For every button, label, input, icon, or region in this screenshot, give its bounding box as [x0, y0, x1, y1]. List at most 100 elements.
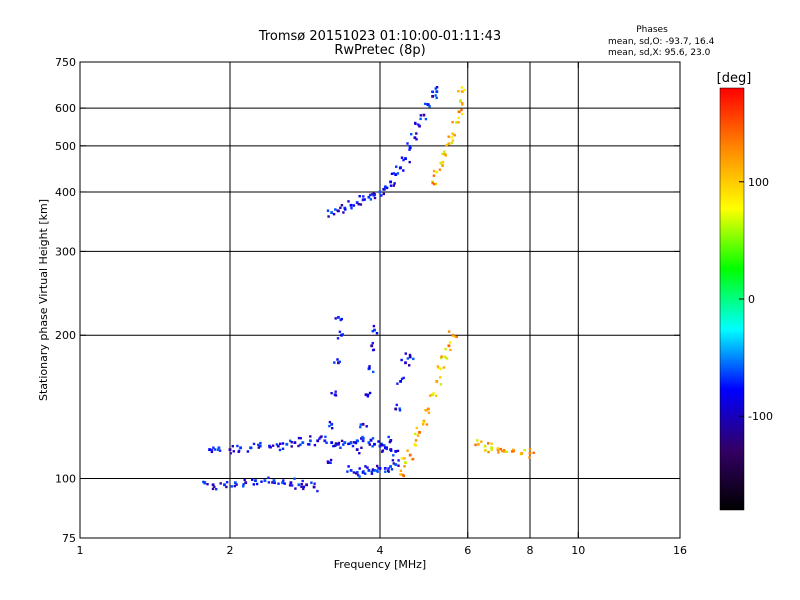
o-mode-point — [288, 484, 292, 487]
o-mode-point — [363, 198, 366, 201]
o-mode-point — [331, 427, 334, 430]
o-mode-point — [352, 471, 356, 474]
x-mode-point — [480, 440, 483, 443]
o-mode-point — [368, 443, 371, 446]
o-mode-point — [301, 479, 304, 483]
o-mode-point — [290, 484, 294, 487]
chart-subtitle: RwPretec (8p) — [334, 43, 425, 58]
o-mode-point — [215, 488, 218, 491]
o-mode-point — [310, 481, 313, 484]
x-mode-point — [439, 376, 442, 379]
o-mode-point — [355, 201, 359, 204]
o-mode-point — [368, 365, 371, 368]
o-mode-point — [225, 485, 228, 489]
o-mode-point — [389, 439, 393, 442]
o-mode-point — [351, 444, 355, 448]
x-mode-point — [399, 469, 403, 472]
o-mode-point — [332, 444, 335, 448]
o-mode-point — [387, 467, 390, 470]
x-mode-point — [418, 431, 421, 434]
o-mode-point — [271, 481, 274, 484]
o-mode-point — [235, 483, 238, 486]
o-mode-point — [276, 444, 280, 448]
o-mode-point — [431, 90, 434, 93]
o-mode-point — [394, 450, 398, 453]
x-mode-point — [520, 452, 523, 455]
x-mode-point — [421, 423, 425, 426]
x-mode-point — [447, 135, 450, 138]
o-mode-point — [334, 317, 337, 320]
o-mode-point — [406, 142, 409, 145]
x-tick-label: 4 — [377, 544, 384, 557]
o-mode-point — [402, 376, 405, 380]
o-mode-point — [289, 439, 292, 442]
o-mode-point — [362, 437, 365, 440]
x-mode-point — [512, 448, 515, 451]
o-mode-point — [294, 487, 297, 490]
y-axis-label: Stationary phase Virtual Height [km] — [37, 199, 50, 401]
o-mode-point — [408, 160, 411, 164]
grid-lines — [80, 62, 680, 538]
x-mode-point — [451, 132, 455, 136]
x-tick-label: 1 — [77, 544, 84, 557]
o-mode-point — [336, 209, 339, 212]
stats-x-mode: mean, sd,X: 95.6, 23.0 — [608, 48, 711, 58]
o-mode-point — [279, 442, 282, 445]
o-mode-point — [273, 480, 276, 483]
o-mode-point — [376, 470, 379, 473]
x-mode-point — [484, 449, 487, 452]
o-mode-point — [381, 450, 384, 453]
o-mode-point — [373, 328, 376, 332]
o-mode-point — [367, 441, 371, 444]
o-mode-point — [244, 481, 248, 485]
x-mode-point — [436, 365, 440, 368]
x-mode-point — [447, 142, 451, 146]
x-mode-point — [439, 356, 443, 360]
y-tick-label: 75 — [62, 532, 76, 545]
x-mode-point — [487, 450, 490, 454]
o-mode-point — [336, 337, 340, 340]
x-tick-label: 16 — [673, 544, 687, 557]
o-mode-point — [412, 357, 415, 361]
o-mode-point — [402, 169, 405, 172]
o-mode-point — [383, 446, 387, 450]
o-mode-point — [371, 341, 374, 345]
x-mode-point — [463, 88, 466, 92]
o-mode-point — [398, 409, 402, 412]
o-mode-point — [300, 485, 303, 489]
o-mode-point — [366, 395, 369, 398]
o-mode-point — [337, 316, 340, 319]
o-mode-point — [275, 443, 279, 446]
x-mode-point — [501, 449, 504, 453]
o-mode-point — [371, 445, 374, 448]
o-mode-point — [380, 442, 383, 445]
o-mode-point — [399, 380, 402, 383]
x-mode-point — [440, 355, 443, 358]
x-mode-point — [426, 407, 430, 411]
o-mode-point — [393, 182, 396, 185]
o-mode-point — [353, 441, 356, 444]
x-mode-point — [441, 152, 444, 156]
x-mode-point — [450, 136, 453, 139]
o-mode-point — [219, 482, 222, 485]
o-mode-point — [211, 483, 215, 487]
o-mode-point — [422, 113, 426, 117]
o-mode-point — [398, 167, 402, 170]
x-mode-point — [441, 164, 444, 167]
x-mode-point — [505, 450, 509, 453]
o-mode-point — [408, 145, 411, 148]
o-mode-point — [395, 403, 398, 407]
o-mode-point — [312, 485, 316, 489]
x-mode-point — [447, 330, 451, 333]
o-mode-point — [283, 482, 286, 485]
o-mode-point — [340, 204, 344, 207]
o-mode-point — [313, 443, 317, 447]
y-tick-label: 300 — [55, 245, 76, 258]
x-mode-point — [450, 141, 454, 145]
o-mode-point — [367, 195, 371, 199]
o-mode-point — [371, 193, 374, 196]
o-mode-point — [394, 173, 398, 176]
o-mode-point — [231, 445, 234, 448]
o-mode-point — [419, 114, 422, 117]
o-mode-point — [359, 425, 362, 429]
